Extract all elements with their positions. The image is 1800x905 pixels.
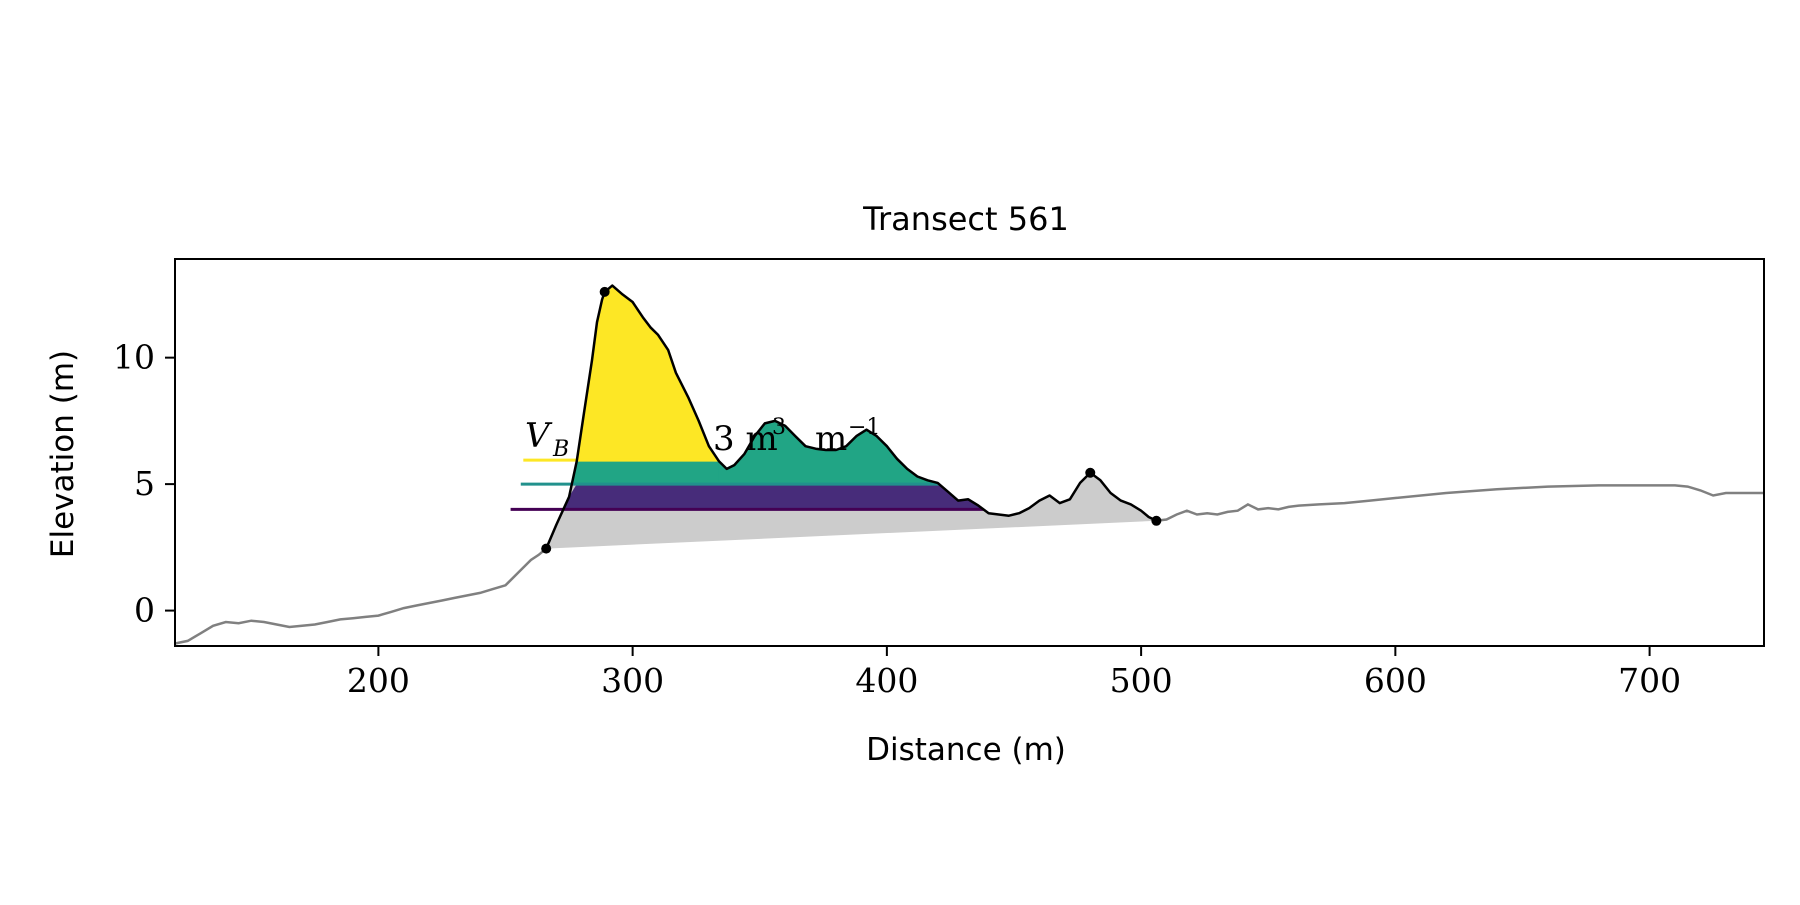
annotation-sup1: 3	[772, 415, 786, 440]
x-axis: 200 300 400 500 600 700	[347, 646, 1681, 700]
annotation-prefix: V	[525, 416, 553, 456]
x-tick-label: 300	[601, 661, 664, 700]
y-tick-label: 10	[113, 338, 155, 377]
key-point-marker	[1151, 515, 1162, 526]
x-tick-label: 200	[347, 661, 410, 700]
annotation-sup2: −1	[848, 415, 880, 440]
profile-line-seaward	[1156, 484, 1764, 523]
annotation-unit2: m	[815, 419, 847, 459]
volume-annotation: V B 3 m 3 m −1	[525, 415, 880, 462]
x-tick-label: 600	[1364, 661, 1427, 700]
y-tick-label: 0	[134, 591, 155, 630]
x-tick-label: 400	[855, 661, 918, 700]
y-tick-label: 5	[134, 464, 155, 503]
y-axis: 0 5 10	[113, 338, 175, 630]
x-tick-label: 500	[1110, 661, 1173, 700]
x-axis-label: Distance (m)	[866, 732, 1066, 768]
upper-volume-area	[576, 285, 719, 461]
profile-line-landward	[174, 547, 547, 645]
chart-title: Transect 561	[862, 200, 1069, 238]
middle-volume-area-tail	[718, 420, 940, 485]
key-point-marker	[541, 543, 552, 554]
x-tick-label: 700	[1618, 661, 1681, 700]
annotation-subscript: B	[552, 437, 569, 462]
key-point-marker	[1085, 467, 1096, 478]
annotation-middle: 3 m	[713, 419, 778, 459]
plot-area	[174, 284, 1764, 645]
axes-frame	[174, 258, 1765, 647]
key-point-marker	[599, 286, 610, 297]
dune-outline	[545, 284, 1157, 550]
lower-volume-area	[563, 484, 984, 510]
y-axis-label: Elevation (m)	[45, 350, 81, 558]
